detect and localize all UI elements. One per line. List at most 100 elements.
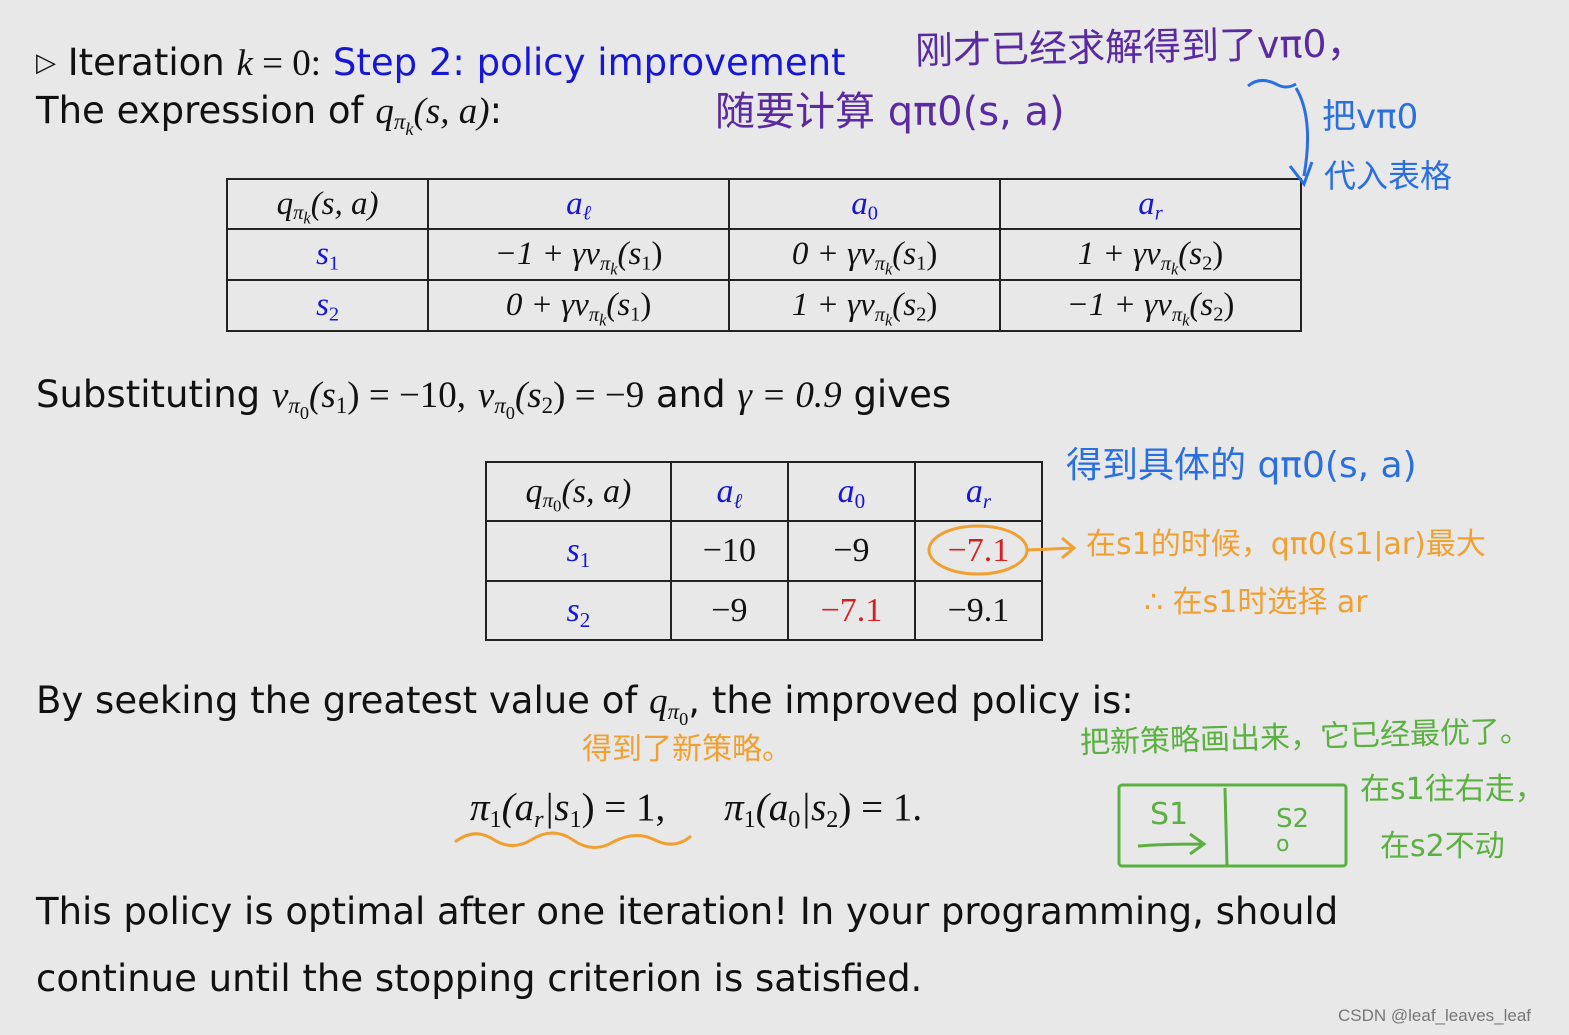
zero-symbol: 0 [679, 708, 689, 729]
blue-brace-stroke [1247, 79, 1297, 89]
corner-zero: 0 [553, 497, 562, 517]
iteration-eq: = 0: [252, 43, 322, 84]
expression-args: (s, a) [413, 91, 490, 132]
corner-k: k [303, 208, 311, 228]
annotation-orange-1: 在s1的时候，qπ0(s1|ar)最大 [1086, 527, 1486, 562]
state-sub: 1 [328, 252, 340, 275]
conclusion-line-2: continue until the stopping criterion is… [36, 957, 923, 1000]
eq2: ) = −9 [553, 375, 645, 416]
q-value-cell: −9 [786, 520, 916, 582]
col-sub: 0 [867, 202, 878, 225]
triangle-marker-icon: ▷ [36, 48, 56, 78]
table1-row-s2: s2 0 + γvπk(s1) 1 + γvπk(s2) −1 + γvπk(s… [225, 279, 1302, 332]
step-title: Step 2: policy improvement [332, 41, 846, 84]
table1-expr-cell: 1 + γvπk(s2) [999, 228, 1302, 281]
cell-arg: (s [606, 287, 631, 323]
s1-sub: 1 [335, 393, 348, 419]
table1-row-s1: s1 −1 + γvπk(s1) 0 + γvπk(s1) 1 + γvπk(s… [225, 228, 1302, 281]
orange-underline-stroke [454, 831, 692, 849]
annotation-green-3: 在s2不动 [1380, 829, 1505, 864]
table2-header-row: qπ0(s, a) aℓ a0 ar [485, 461, 1044, 522]
cell-pre: 0 + γv [505, 287, 589, 323]
s2-sub: 2 [541, 393, 554, 419]
table1-expr-cell: −1 + γvπk(s2) [999, 279, 1302, 332]
annotation-green-2: 在s1往右走， [1360, 772, 1545, 807]
table1-expr-cell: 0 + γvπk(s1) [427, 279, 731, 332]
annotation-green-1: 把新策略画出来，它已经最优了。 [1079, 714, 1531, 761]
col-var: a [566, 185, 583, 222]
col-sub: ℓ [582, 202, 592, 225]
q-value-cell-max: −7.1 [913, 520, 1044, 582]
cell-k: k [599, 310, 607, 330]
and-word: and [655, 373, 726, 416]
col-var: a [851, 185, 868, 222]
col-sub: 0 [854, 488, 866, 513]
q-value-table: qπ0(s, a) aℓ a0 ar s1 −10 −9 −7.1 s2 −9 … [485, 461, 1044, 641]
q-expression-table: qπk(s, a) aℓ a0 ar s1 −1 + γvπk(s1) 0 + … [225, 178, 1302, 332]
table1-header-row: qπk(s, a) aℓ a0 ar [225, 178, 1302, 230]
q-value-cell: −10 [669, 520, 789, 582]
green-right-arrow-icon [1137, 832, 1207, 856]
r-sub: r [534, 805, 544, 833]
pi-symbol: π [667, 699, 680, 725]
cell-pre: −1 + γv [1066, 287, 1172, 323]
seek-line: By seeking the greatest value of qπ0, th… [36, 679, 1134, 728]
cell-pi: π [1160, 252, 1171, 275]
table2-state-cell: s1 [485, 520, 672, 582]
pi-symbol: π [724, 786, 744, 829]
table1-col-header: ar [999, 178, 1302, 230]
orange-arrow-head-icon [1061, 536, 1077, 560]
subst-suffix: gives [853, 373, 952, 416]
subst-prefix: Substituting [36, 373, 261, 416]
seek-prefix: By seeking the greatest value of [36, 679, 638, 722]
annotation-orange-3: 得到了新策略。 [582, 732, 792, 767]
zero-sub: 0 [788, 805, 801, 833]
table2-col-header: aℓ [669, 461, 789, 522]
expression-colon: : [489, 89, 503, 132]
table1-state-cell: s2 [225, 279, 430, 332]
eq1: ) = 1, [581, 786, 666, 829]
pi-symbol: π [288, 393, 300, 419]
table1-corner-cell: qπk(s, a) [225, 178, 430, 230]
state-var: s [566, 532, 580, 569]
cell-close: ) [1212, 236, 1224, 272]
open-a: (a [755, 786, 789, 829]
col-var: a [837, 472, 855, 510]
eq2: ) = 1. [838, 786, 923, 829]
state-var: s [316, 287, 329, 323]
cell-close: ) [640, 287, 652, 323]
annotation-blue-1: 把vπ0 [1322, 97, 1419, 137]
table1-col-header: aℓ [427, 178, 731, 230]
cell-pi: π [599, 252, 611, 275]
cell-pi: π [588, 303, 600, 326]
zero-symbol: 0 [505, 402, 515, 423]
table2-row-s1: s1 −10 −9 −7.1 [485, 520, 1044, 582]
conclusion-line-1: This policy is optimal after one iterati… [36, 890, 1339, 933]
cell-k: k [1170, 259, 1179, 279]
one-sub: 1 [489, 805, 502, 833]
cell-arg: (s [892, 287, 917, 323]
watermark: CSDN @leaf_leaves_leaf [1338, 1006, 1532, 1025]
heading-prefix: Iteration [67, 41, 225, 84]
annotation-blue-2: 代入表格 [1324, 157, 1453, 195]
corner-args: (s, a) [310, 185, 379, 222]
s-symbol: (s [309, 375, 336, 416]
iteration-heading: ▷ Iteration k = 0: Step 2: policy improv… [36, 44, 846, 82]
expression-line: The expression of qπk(s, a): [36, 89, 503, 138]
state-var: s [566, 591, 580, 629]
cell-close: ) [926, 236, 938, 272]
cell-pre: 0 + γv [791, 236, 875, 272]
q-value-cell: −9 [669, 580, 789, 641]
blue-arrow-stroke [1294, 87, 1310, 177]
zero-symbol: 0 [299, 402, 310, 423]
table2-corner-cell: qπ0(s, a) [485, 461, 672, 522]
cell-argsub: 1 [641, 252, 652, 275]
q-value-cell: −9.1 [913, 580, 1044, 641]
table1-state-cell: s1 [225, 228, 430, 281]
green-grid-divider [1223, 787, 1229, 867]
policy-equation: π1(ar|s1) = 1, π1(a0|s2) = 1. [470, 786, 923, 831]
corner-q: q [276, 185, 294, 222]
cell-arg: (s [1189, 287, 1214, 323]
one-sub: 1 [743, 805, 756, 833]
cell-arg: (s [1178, 236, 1203, 272]
